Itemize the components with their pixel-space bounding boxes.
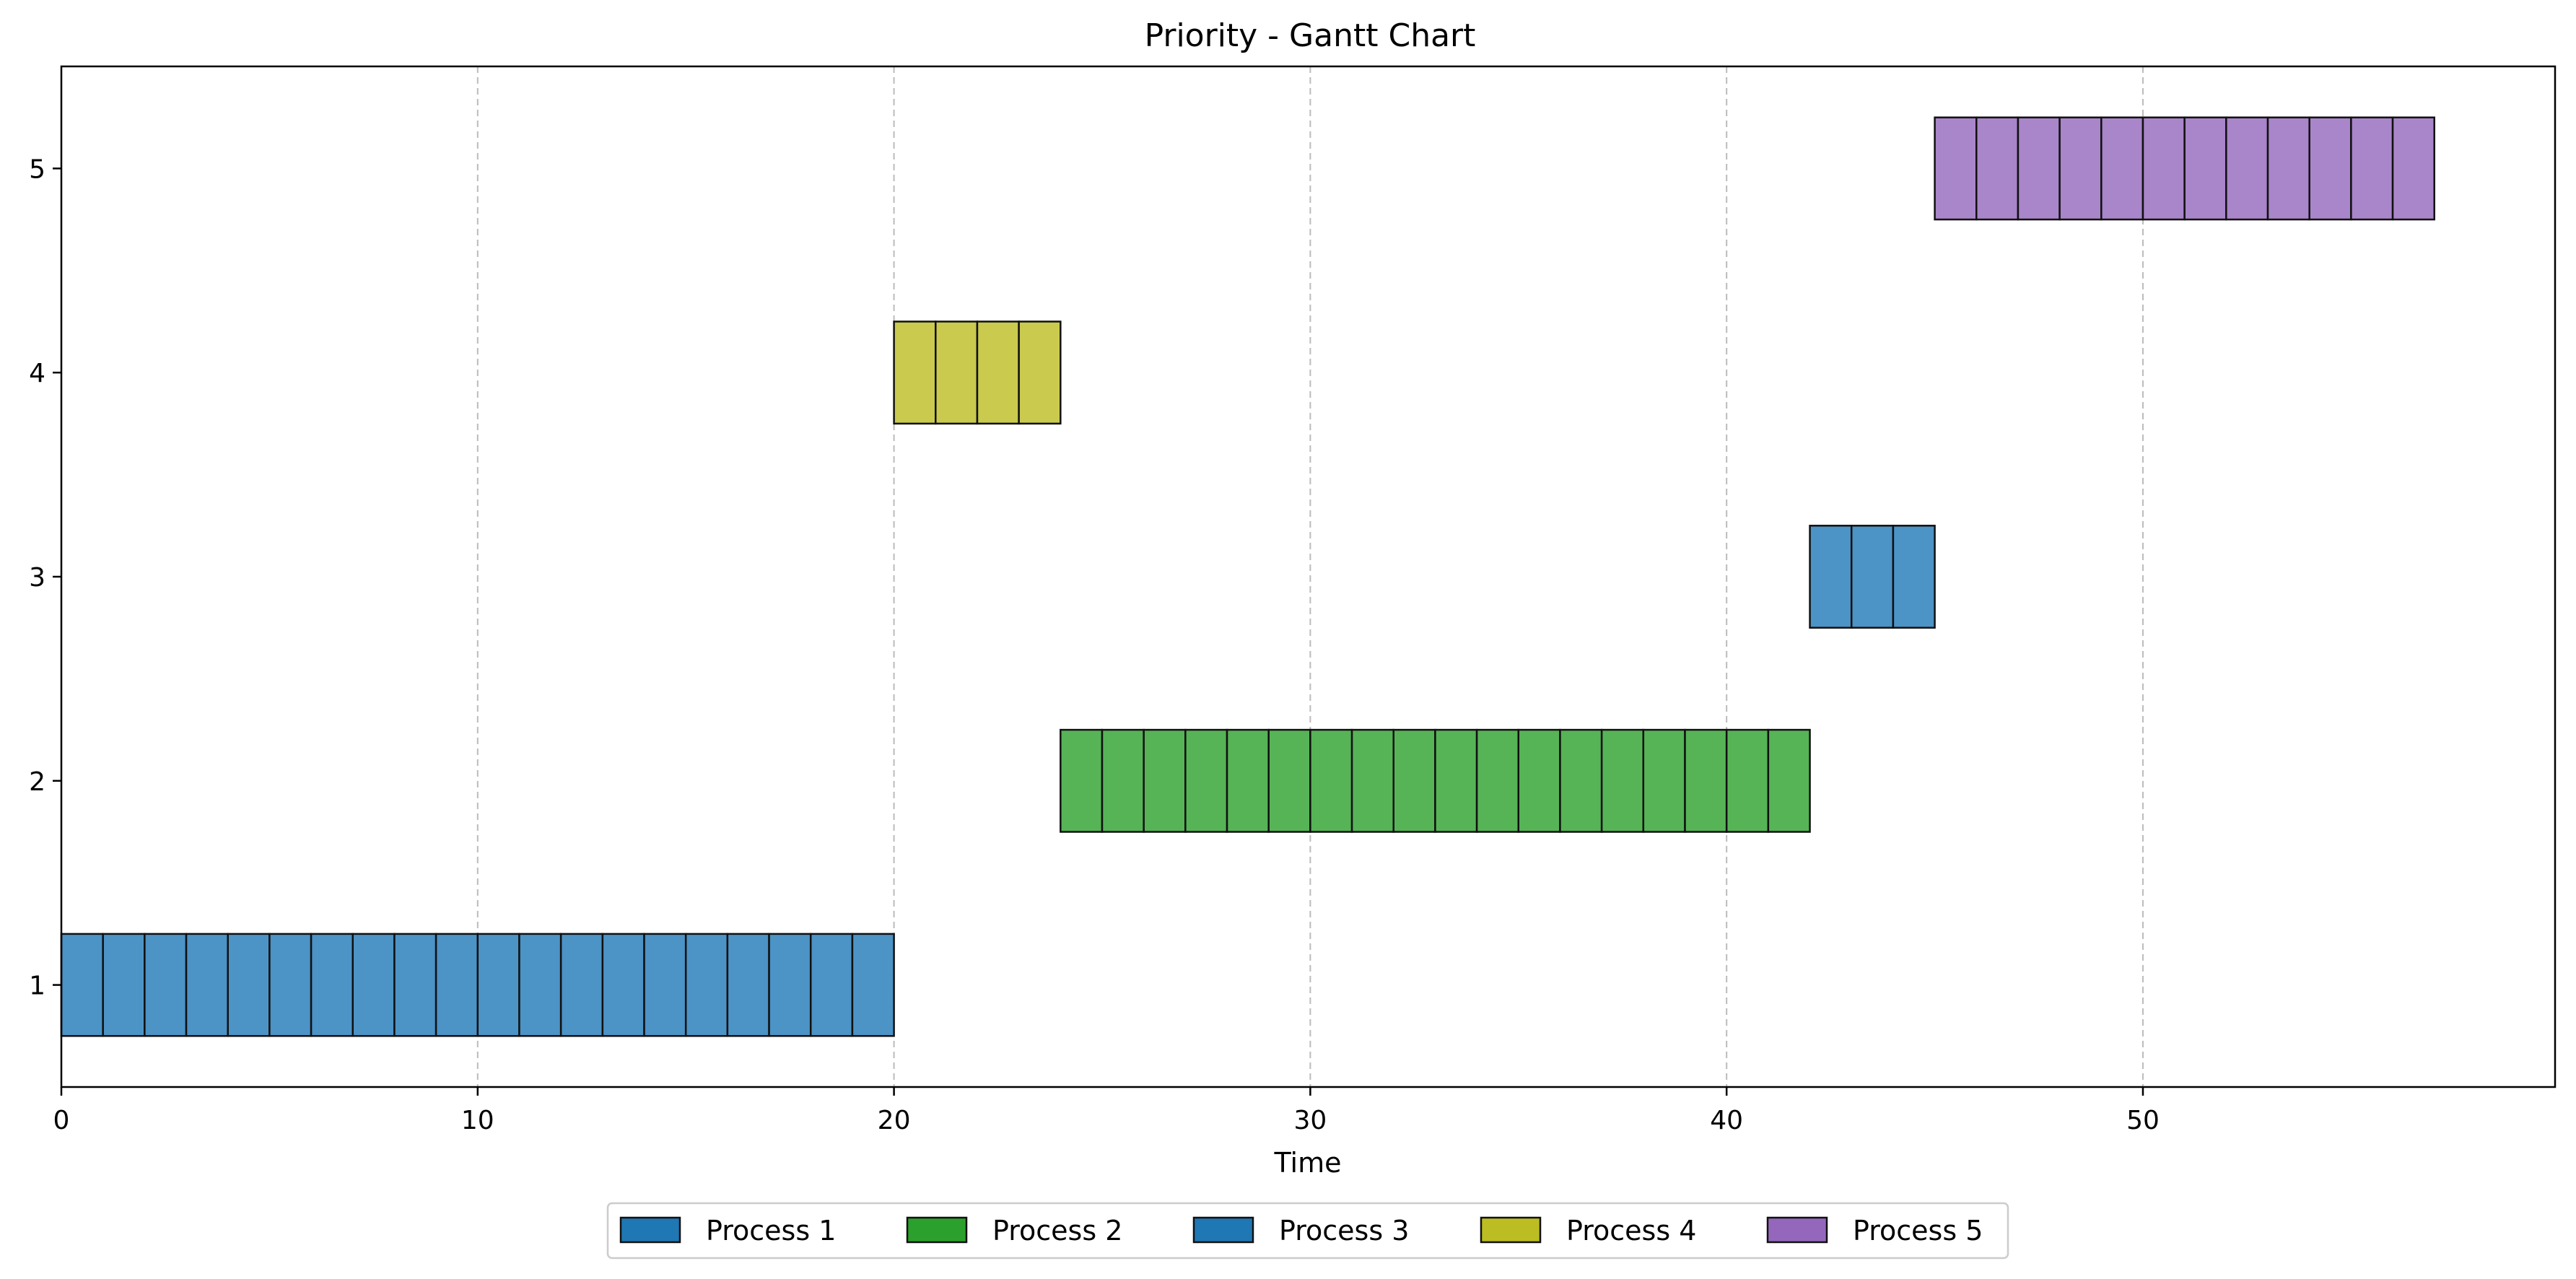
process-bar-segment (559, 933, 604, 1037)
process-bar-segment (1850, 525, 1895, 629)
process-bar-segment (1559, 728, 1603, 833)
y-tick-label: 3 (29, 563, 45, 593)
process-bar-segment (643, 933, 687, 1037)
process-bar-group (1809, 525, 1936, 629)
process-bar-segment (1892, 525, 1936, 629)
process-bar-segment (1060, 728, 1104, 833)
process-bar-segment (2183, 116, 2227, 221)
legend-swatch (1192, 1216, 1254, 1244)
y-axis: 1 2 3 4 5 (29, 154, 61, 1001)
process-bar-segment (851, 933, 895, 1037)
process-bar-segment (1267, 728, 1311, 833)
process-bar-segment (435, 933, 479, 1037)
process-bar-segment (2141, 116, 2186, 221)
process-bar-segment (809, 933, 854, 1037)
process-bar-segment (227, 933, 271, 1037)
process-bar-segment (268, 933, 313, 1037)
process-bar-segment (1809, 525, 1853, 629)
process-bar-segment (768, 933, 812, 1037)
legend-label: Process 4 (1566, 1215, 1696, 1247)
process-bar-segment (60, 933, 104, 1037)
chart-title: Priority - Gantt Chart (1145, 17, 1476, 54)
process-bar-segment (1975, 116, 2020, 221)
process-bar-segment (1600, 728, 1645, 833)
process-bar-segment (185, 933, 229, 1037)
process-bar-segment (352, 933, 396, 1037)
y-tick-label: 1 (29, 972, 45, 1001)
process-bar-segment (976, 320, 1020, 425)
process-bar-segment (1725, 728, 1770, 833)
process-bar-segment (2100, 116, 2144, 221)
legend-label: Process 2 (992, 1215, 1122, 1247)
process-bar-group (1060, 728, 1811, 833)
process-bar-segment (1309, 728, 1353, 833)
process-bar-segment (1226, 728, 1270, 833)
process-bar-segment (393, 933, 437, 1037)
process-bar-segment (1934, 116, 1978, 221)
bars-layer (60, 116, 2435, 1037)
y-tick-label: 4 (29, 359, 45, 388)
legend-swatch (1480, 1216, 1542, 1244)
process-bar-segment (2350, 116, 2394, 221)
process-bar-segment (476, 933, 520, 1037)
legend-swatch (1766, 1216, 1828, 1244)
process-bar-segment (935, 320, 979, 425)
x-tick-label: 20 (878, 1106, 911, 1135)
x-tick-label: 30 (1293, 1106, 1327, 1135)
x-tick-label: 0 (53, 1106, 70, 1135)
process-bar-segment (1475, 728, 1520, 833)
process-bar-group (1934, 116, 2435, 221)
process-bar-segment (102, 933, 146, 1037)
process-bar-segment (1684, 728, 1728, 833)
process-bar-group (893, 320, 1062, 425)
x-axis-label: Time (1274, 1147, 1342, 1179)
process-bar-segment (1434, 728, 1478, 833)
legend-label: Process 3 (1279, 1215, 1409, 1247)
process-bar-segment (1184, 728, 1228, 833)
process-bar-segment (2058, 116, 2103, 221)
process-bar-segment (1767, 728, 1811, 833)
process-bar-group (60, 933, 895, 1037)
y-tick-label: 5 (29, 154, 45, 184)
process-bar-segment (2017, 116, 2061, 221)
process-bar-segment (726, 933, 770, 1037)
process-bar-segment (1101, 728, 1145, 833)
legend: Process 1 Process 2 Process 3 Process 4 Proc… (606, 1202, 2009, 1260)
process-bar-segment (893, 320, 937, 425)
y-tick-label: 2 (29, 767, 45, 797)
x-tick-label: 40 (1710, 1106, 1743, 1135)
process-bar-segment (2266, 116, 2310, 221)
process-bar-segment (2308, 116, 2352, 221)
process-bar-segment (2225, 116, 2269, 221)
legend-label: Process 1 (706, 1215, 836, 1247)
legend-label: Process 5 (1853, 1215, 1983, 1247)
legend-swatch (906, 1216, 968, 1244)
process-bar-segment (684, 933, 729, 1037)
x-tick-label: 50 (2126, 1106, 2160, 1135)
process-bar-segment (144, 933, 188, 1037)
process-bar-segment (601, 933, 645, 1037)
legend-swatch (619, 1216, 681, 1244)
process-bar-segment (2391, 116, 2435, 221)
process-bar-segment (1517, 728, 1561, 833)
process-bar-segment (1143, 728, 1187, 833)
process-bar-segment (1642, 728, 1686, 833)
process-bar-segment (1350, 728, 1394, 833)
grid-lines (476, 66, 2144, 1087)
process-bar-segment (1392, 728, 1436, 833)
process-bar-segment (518, 933, 562, 1037)
process-bar-segment (1018, 320, 1062, 425)
x-tick-label: 10 (461, 1106, 494, 1135)
process-bar-segment (310, 933, 354, 1037)
x-axis: 0 10 20 30 40 50 (53, 1087, 2160, 1135)
